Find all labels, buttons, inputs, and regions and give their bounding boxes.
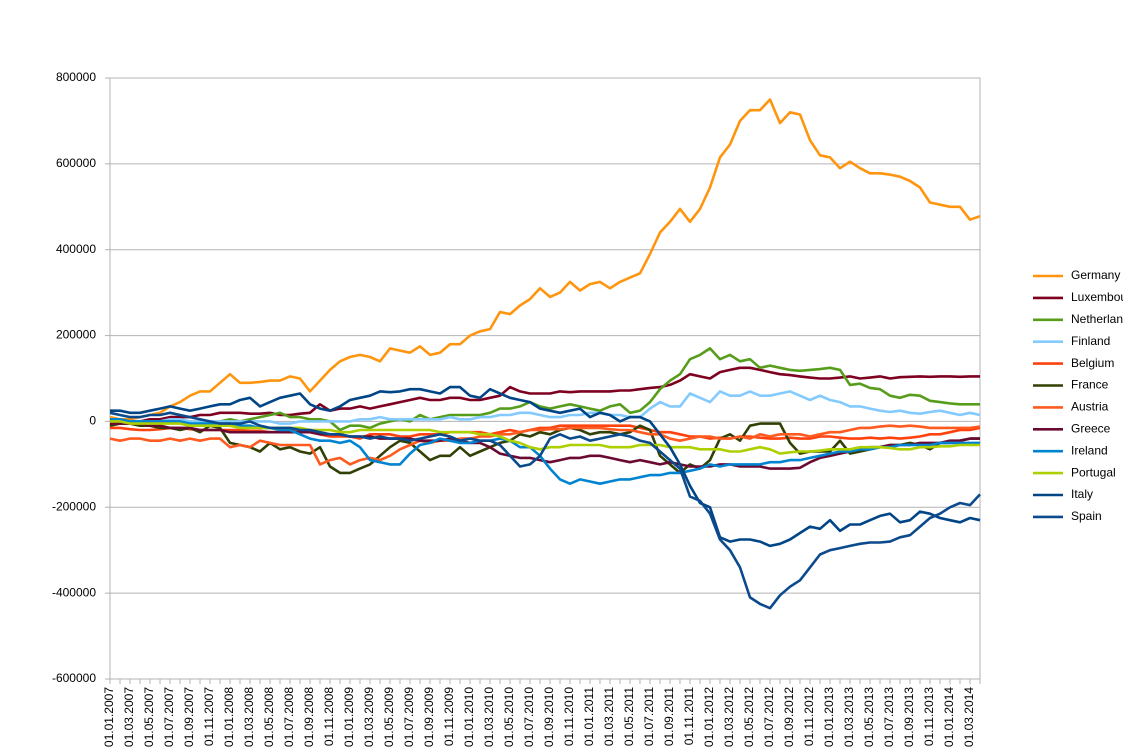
x-tick-label: 01.01.2014 (942, 687, 956, 747)
series-line (110, 385, 981, 548)
x-tick-label: 01.11.2007 (202, 687, 216, 746)
legend-label: Austria (1071, 400, 1109, 414)
y-tick-label: 800000 (56, 70, 96, 84)
legend-label: Luxembourg (1071, 290, 1123, 304)
x-tick-label: 01.07.2013 (882, 687, 896, 747)
y-tick-label: 200000 (56, 328, 96, 342)
x-tick-label: 01.05.2011 (622, 687, 636, 746)
series-line (109, 422, 980, 475)
x-tick-label: 01.09.2009 (422, 687, 436, 747)
series-line (110, 390, 981, 425)
x-tick-label: 01.05.2010 (502, 687, 516, 747)
x-tick-label: 01.01.2008 (222, 687, 236, 747)
x-tick-label: 01.05.2007 (142, 687, 156, 747)
x-tick-label: 01.03.2010 (482, 687, 496, 747)
series-line (109, 411, 981, 610)
x-tick-label: 01.09.2013 (902, 687, 916, 747)
series-line (109, 424, 981, 466)
x-tick-label: 01.03.2009 (362, 687, 376, 747)
x-tick-label: 01.05.2008 (262, 687, 276, 747)
x-tick-label: 01.11.2013 (922, 687, 936, 746)
y-tick-label: -600000 (52, 671, 96, 685)
x-tick-label: 01.03.2012 (722, 687, 736, 747)
x-tick-label: 01.03.2014 (962, 687, 976, 747)
y-tick-label: 400000 (56, 242, 96, 256)
legend-label: Germany (1071, 268, 1120, 282)
x-tick-label: 01.09.2008 (302, 687, 316, 747)
legend-label: Italy (1071, 487, 1093, 501)
legend-label: Belgium (1071, 356, 1114, 370)
legend-label: Greece (1071, 421, 1111, 435)
x-tick-label: 01.07.2012 (762, 687, 776, 747)
x-tick-label: 01.03.2013 (842, 687, 856, 747)
series-line (109, 98, 981, 421)
x-tick-label: 01.07.2007 (162, 687, 176, 747)
series-line (110, 424, 981, 440)
x-tick-label: 01.09.2012 (782, 687, 796, 747)
x-tick-label: 01.07.2009 (402, 687, 416, 747)
x-tick-label: 01.09.2011 (662, 687, 676, 746)
legend-label: Portugal (1071, 465, 1116, 479)
x-tick-label: 01.01.2010 (462, 687, 476, 747)
y-tick-label: -400000 (52, 585, 96, 599)
x-tick-label: 01.11.2010 (562, 687, 576, 746)
x-tick-label: 01.11.2011 (682, 687, 696, 746)
legend-label: Spain (1071, 509, 1102, 523)
y-tick-label: 0 (89, 414, 96, 428)
x-tick-label: 01.03.2007 (122, 687, 136, 747)
y-tick-label: 600000 (56, 156, 96, 170)
x-tick-label: 01.03.2011 (602, 687, 616, 746)
x-tick-label: 01.01.2009 (342, 687, 356, 747)
legend-label: Ireland (1071, 443, 1108, 457)
series-line (110, 347, 980, 432)
x-tick-label: 01.07.2008 (282, 687, 296, 747)
x-tick-label: 01.05.2013 (862, 687, 876, 747)
x-tick-label: 01.05.2012 (742, 687, 756, 747)
x-tick-label: 01.11.2009 (442, 687, 456, 746)
x-tick-label: 01.09.2007 (182, 687, 196, 747)
x-tick-label: 01.11.2008 (322, 687, 336, 746)
series-line (110, 366, 980, 425)
legend-label: Finland (1071, 334, 1110, 348)
x-tick-label: 01.11.2012 (802, 687, 816, 746)
x-tick-label: 01.07.2010 (522, 687, 536, 747)
x-tick-label: 01.03.2008 (242, 687, 256, 747)
x-tick-label: 01.07.2011 (642, 687, 656, 746)
legend-label: France (1071, 378, 1109, 392)
x-tick-label: 01.01.2012 (702, 687, 716, 747)
x-tick-label: 01.01.2013 (822, 687, 836, 747)
x-tick-label: 01.09.2010 (542, 687, 556, 747)
x-tick-label: 01.01.2011 (582, 687, 596, 746)
y-tick-label: -200000 (52, 499, 96, 513)
x-tick-label: 01.05.2009 (382, 687, 396, 747)
legend-label: Netherlands (1071, 312, 1123, 326)
x-tick-label: 01.01.2007 (102, 687, 116, 747)
